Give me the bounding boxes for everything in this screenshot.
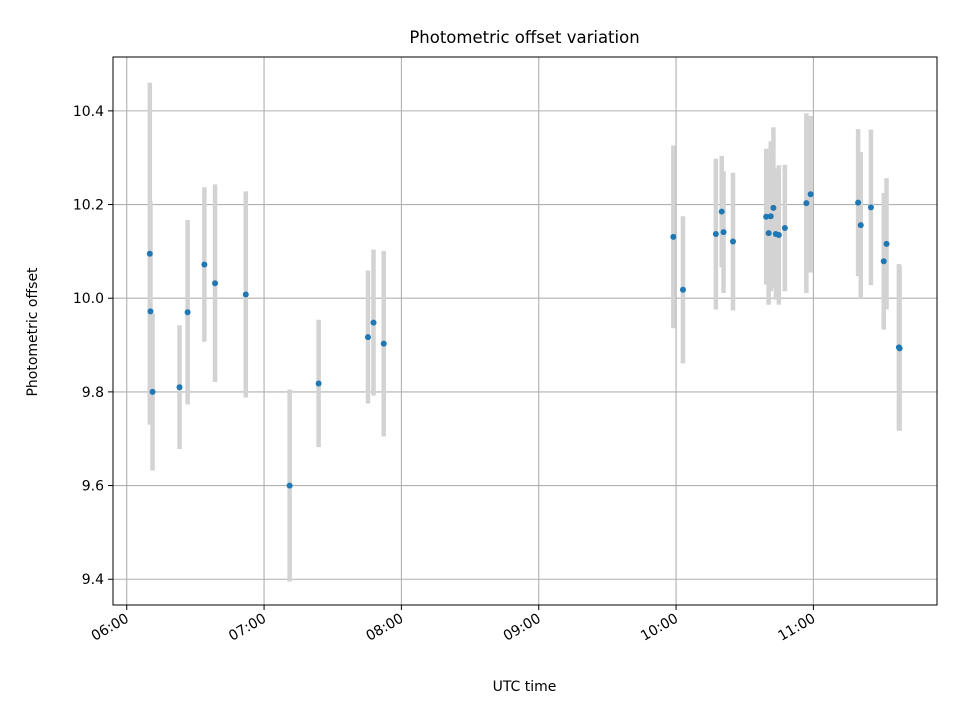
chart-title: Photometric offset variation <box>409 28 639 47</box>
data-point <box>242 291 249 298</box>
data-point <box>364 334 371 341</box>
data-point <box>896 345 903 352</box>
data-point <box>763 213 770 220</box>
y-tick-label: 10.0 <box>73 291 104 307</box>
data-point <box>147 308 154 315</box>
data-point <box>781 224 788 231</box>
data-point <box>315 380 322 387</box>
data-point <box>765 230 772 237</box>
data-point <box>184 309 191 316</box>
data-point <box>149 388 156 395</box>
y-tick-label: 10.4 <box>73 104 104 120</box>
data-point <box>679 286 686 293</box>
data-point <box>767 213 774 220</box>
data-point <box>880 258 887 265</box>
data-point <box>146 250 153 257</box>
y-axis-label: Photometric offset <box>25 267 41 397</box>
data-point <box>867 204 874 211</box>
grid-layer <box>113 57 937 605</box>
data-point <box>883 240 890 247</box>
data-point <box>855 199 862 206</box>
data-point <box>670 233 677 240</box>
data-point <box>201 261 208 268</box>
data-point <box>857 222 864 229</box>
data-point <box>712 231 719 238</box>
data-point <box>380 340 387 347</box>
data-point <box>718 208 725 215</box>
x-axis-label: UTC time <box>493 679 557 695</box>
data-point <box>807 191 814 198</box>
data-point <box>370 319 377 326</box>
data-point <box>720 229 727 236</box>
data-point <box>775 231 782 238</box>
data-point <box>729 238 736 245</box>
data-point <box>803 200 810 207</box>
y-tick-label: 9.8 <box>82 385 104 401</box>
y-tick-label: 10.2 <box>73 198 104 214</box>
plot-frame <box>112 56 938 606</box>
data-point <box>176 384 183 391</box>
data-point <box>286 482 293 489</box>
y-tick-label: 9.6 <box>82 479 104 495</box>
marker-layer <box>146 191 903 489</box>
data-point <box>770 204 777 211</box>
y-tick-label: 9.4 <box>82 572 104 588</box>
data-point <box>212 280 219 287</box>
